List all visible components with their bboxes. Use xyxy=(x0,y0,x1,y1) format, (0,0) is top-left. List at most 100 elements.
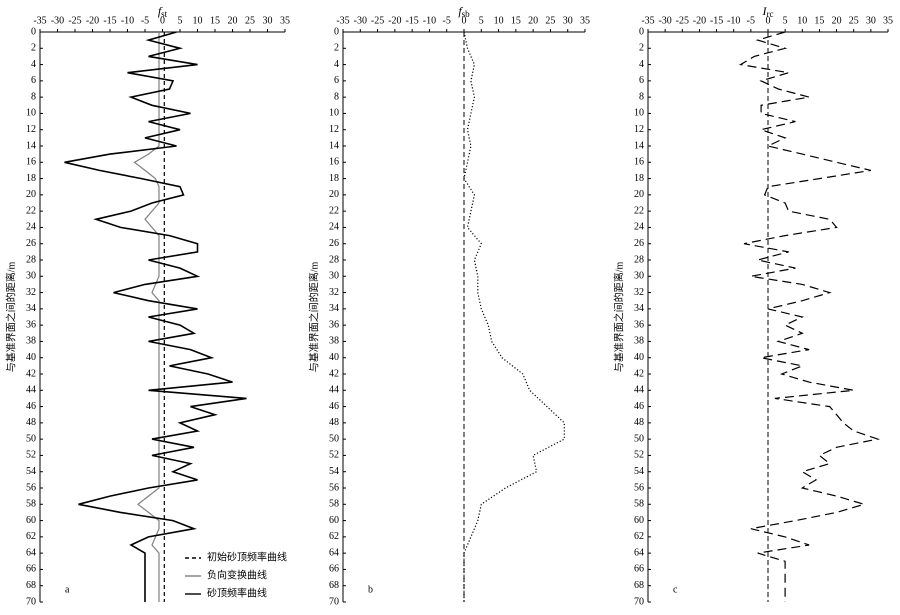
y-tick-label: 64 xyxy=(26,547,36,558)
y-axis-title: 与基准界面之间的距离/m xyxy=(4,262,17,373)
x-axis-title-sub: st xyxy=(161,9,168,19)
x-tick-label: 0 xyxy=(462,15,467,26)
x-tick-label: -30 xyxy=(354,15,367,26)
y-tick-label: 54 xyxy=(26,466,36,477)
y-tick-label: 62 xyxy=(634,531,644,542)
x-tick-label: -15 xyxy=(710,15,723,26)
y-tick-label: 2 xyxy=(334,43,339,54)
y-tick-label: 4 xyxy=(334,59,339,70)
x-tick-label: 30 xyxy=(563,15,573,26)
y-tick-label: 2 xyxy=(639,43,644,54)
x-tick-label: -30 xyxy=(658,15,671,26)
x-tick-label: 10 xyxy=(797,15,807,26)
x-tick-label: 0 xyxy=(766,15,771,26)
y-tick-label: 46 xyxy=(26,401,36,412)
y-tick-label: 58 xyxy=(634,499,644,510)
y-tick-label: 38 xyxy=(26,336,36,347)
y-tick-label: 20 xyxy=(634,189,644,200)
y-tick-label: 48 xyxy=(26,417,36,428)
y-tick-label: 26 xyxy=(26,238,36,249)
y-tick-label: 36 xyxy=(329,319,339,330)
y-tick-label: 6 xyxy=(639,75,644,86)
y-tick-label: 8 xyxy=(639,91,644,102)
y-tick-label: 66 xyxy=(634,564,644,575)
y-tick-label: 12 xyxy=(634,124,644,135)
legend-label: 负向变换曲线 xyxy=(207,568,267,581)
y-tick-label: 10 xyxy=(634,108,644,119)
x-tick-label: -5 xyxy=(747,15,755,26)
y-tick-label: 32 xyxy=(634,287,644,298)
y-tick-label: 24 xyxy=(634,222,644,233)
y-tick-label: 40 xyxy=(26,352,36,363)
y-tick-label: 30 xyxy=(634,271,644,282)
x-axis-title-main: f xyxy=(158,4,163,18)
x-tick-label: -35 xyxy=(33,15,46,26)
series-line xyxy=(64,31,247,602)
y-tick-label: 28 xyxy=(634,254,644,265)
y-tick-label: 50 xyxy=(329,433,339,444)
y-tick-label: 22 xyxy=(329,205,339,216)
x-tick-label: -10 xyxy=(727,15,740,26)
x-tick-label: -25 xyxy=(371,15,384,26)
y-tick-label: 70 xyxy=(329,596,339,607)
y-tick-label: 42 xyxy=(634,368,644,379)
y-tick-label: 20 xyxy=(329,189,339,200)
x-tick-label: 5 xyxy=(479,15,484,26)
x-tick-label: 20 xyxy=(832,15,842,26)
y-tick-label: 60 xyxy=(26,515,36,526)
x-tick-label: -25 xyxy=(68,15,81,26)
y-tick-label: 14 xyxy=(26,140,36,151)
y-tick-label: 68 xyxy=(329,580,339,591)
y-tick-label: 22 xyxy=(634,205,644,216)
y-tick-label: 62 xyxy=(329,531,339,542)
panel-label: a xyxy=(65,584,70,595)
x-tick-label: 15 xyxy=(511,15,521,26)
x-tick-label: 35 xyxy=(280,15,290,26)
x-tick-label: -25 xyxy=(676,15,689,26)
x-axis-title: Irc xyxy=(762,4,774,19)
y-tick-label: 42 xyxy=(26,368,36,379)
y-tick-label: 48 xyxy=(329,417,339,428)
y-tick-label: 44 xyxy=(329,385,339,396)
y-tick-label: 42 xyxy=(329,368,339,379)
x-tick-label: 10 xyxy=(193,15,203,26)
y-tick-label: 64 xyxy=(634,547,644,558)
y-tick-label: 4 xyxy=(639,59,644,70)
y-tick-label: 12 xyxy=(329,124,339,135)
y-tick-label: 28 xyxy=(329,254,339,265)
x-tick-label: -5 xyxy=(141,15,149,26)
y-tick-label: 18 xyxy=(329,173,339,184)
y-tick-label: 30 xyxy=(26,271,36,282)
x-tick-label: -10 xyxy=(423,15,436,26)
y-tick-label: 64 xyxy=(329,547,339,558)
y-tick-label: 26 xyxy=(329,238,339,249)
y-tick-label: 16 xyxy=(26,157,36,168)
y-tick-label: 52 xyxy=(634,450,644,461)
y-tick-label: 56 xyxy=(634,482,644,493)
x-tick-label: 30 xyxy=(263,15,273,26)
y-tick-label: 68 xyxy=(26,580,36,591)
x-tick-label: -20 xyxy=(693,15,706,26)
y-tick-label: 66 xyxy=(26,564,36,575)
y-tick-label: 32 xyxy=(329,287,339,298)
y-tick-label: 68 xyxy=(634,580,644,591)
y-tick-label: 6 xyxy=(31,75,36,86)
y-tick-label: 10 xyxy=(329,108,339,119)
y-tick-label: 44 xyxy=(634,385,644,396)
y-tick-label: 26 xyxy=(634,238,644,249)
x-tick-label: 20 xyxy=(528,15,538,26)
x-tick-label: 5 xyxy=(783,15,788,26)
y-tick-label: 40 xyxy=(329,352,339,363)
y-tick-label: 58 xyxy=(26,499,36,510)
x-tick-label: -15 xyxy=(103,15,116,26)
y-tick-label: 0 xyxy=(31,26,36,37)
y-tick-label: 28 xyxy=(26,254,36,265)
y-tick-label: 50 xyxy=(634,433,644,444)
y-tick-label: 2 xyxy=(31,43,36,54)
y-tick-label: 52 xyxy=(26,450,36,461)
x-tick-label: 25 xyxy=(245,15,255,26)
y-tick-label: 38 xyxy=(634,336,644,347)
y-tick-label: 70 xyxy=(26,596,36,607)
x-tick-label: 0 xyxy=(160,15,165,26)
